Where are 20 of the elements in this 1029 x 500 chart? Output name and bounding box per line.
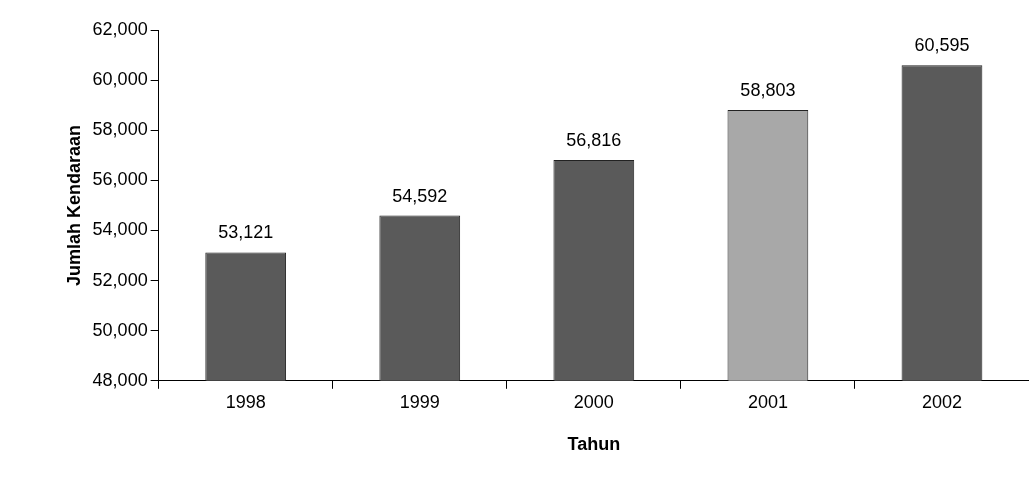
y-tick-label: 52,000	[92, 269, 148, 290]
y-tick-label: 62,000	[92, 18, 148, 39]
y-tick-label: 50,000	[92, 319, 148, 340]
y-tick-label: 56,000	[92, 169, 148, 190]
data-label: 54,592	[392, 185, 448, 206]
data-label: 58,803	[740, 80, 796, 101]
x-tick-label: 2001	[747, 391, 788, 412]
y-tick-label: 48,000	[92, 369, 148, 390]
x-tick-label: 1999	[399, 391, 440, 412]
data-label: 53,121	[218, 222, 274, 243]
x-tick-label: 1998	[225, 391, 266, 412]
y-tick-label: 60,000	[92, 69, 148, 90]
x-axis-title: Tahun	[567, 434, 621, 455]
y-axis-title: Jumlah Kendaraan	[63, 124, 84, 286]
y-tick-label: 54,000	[92, 219, 148, 240]
data-label: 60,595	[914, 35, 970, 56]
y-tick-label: 58,000	[92, 119, 148, 140]
data-label: 56,816	[566, 129, 622, 150]
x-tick-label: 2002	[921, 391, 962, 412]
x-tick-label: 2000	[573, 391, 614, 412]
